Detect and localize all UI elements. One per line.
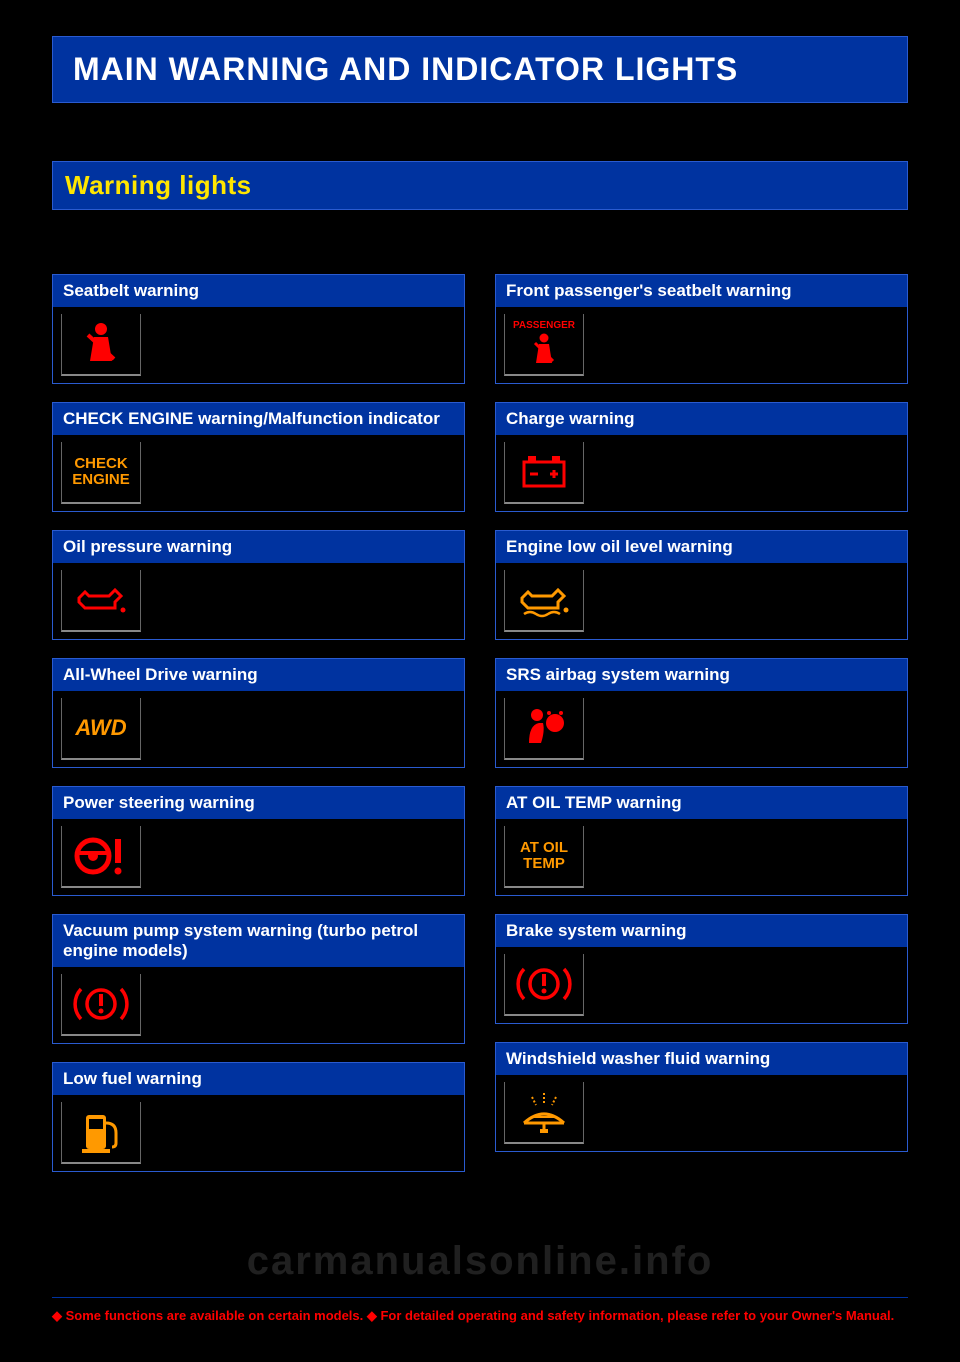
main-title-bar: MAIN WARNING AND INDICATOR LIGHTS: [52, 36, 908, 103]
fuel-icon: [61, 1102, 141, 1164]
card-body: AT OILTEMP: [496, 819, 907, 895]
power-steering-icon: [61, 826, 141, 888]
card-body: [496, 691, 907, 767]
check-engine-text: CHECKENGINE: [72, 456, 130, 488]
awd-text: AWD: [75, 716, 126, 739]
card-body: [53, 819, 464, 895]
card-vacuum-pump: Vacuum pump system warning (turbo petrol…: [52, 914, 465, 1044]
left-column: Seatbelt warning CHECK ENGINE warning/Ma…: [52, 274, 465, 1172]
card-check-engine: CHECK ENGINE warning/Malfunction indicat…: [52, 402, 465, 512]
card-header: SRS airbag system warning: [496, 659, 907, 691]
card-seatbelt: Seatbelt warning: [52, 274, 465, 384]
card-header: Low fuel warning: [53, 1063, 464, 1095]
brake-alert-icon: [504, 954, 584, 1016]
card-washer-fluid: Windshield washer fluid warning: [495, 1042, 908, 1152]
card-body: [496, 563, 907, 639]
card-power-steering: Power steering warning: [52, 786, 465, 896]
footer-rule: [52, 1297, 908, 1298]
card-header: CHECK ENGINE warning/Malfunction indicat…: [53, 403, 464, 435]
card-header: Windshield washer fluid warning: [496, 1043, 907, 1075]
card-oil-pressure: Oil pressure warning: [52, 530, 465, 640]
card-passenger-seatbelt: Front passenger's seatbelt warning PASSE…: [495, 274, 908, 384]
card-header: Charge warning: [496, 403, 907, 435]
card-body: [496, 435, 907, 511]
check-engine-icon: CHECKENGINE: [61, 442, 141, 504]
card-header: All-Wheel Drive warning: [53, 659, 464, 691]
battery-icon: [504, 442, 584, 504]
card-header: Power steering warning: [53, 787, 464, 819]
card-body: PASSENGER: [496, 307, 907, 383]
seatbelt-icon: [61, 314, 141, 376]
right-column: Front passenger's seatbelt warning PASSE…: [495, 274, 908, 1172]
card-header: Engine low oil level warning: [496, 531, 907, 563]
warning-columns: Seatbelt warning CHECK ENGINE warning/Ma…: [52, 274, 908, 1172]
card-awd: All-Wheel Drive warning AWD: [52, 658, 465, 768]
section-title-bar: Warning lights: [52, 161, 908, 210]
brake-alert-icon: [61, 974, 141, 1036]
card-body: [496, 947, 907, 1023]
card-body: [53, 967, 464, 1043]
footer-note: ◆ Some functions are available on certai…: [52, 1308, 908, 1324]
card-header: Vacuum pump system warning (turbo petrol…: [53, 915, 464, 967]
washer-icon: [504, 1082, 584, 1144]
card-body: [53, 1095, 464, 1171]
main-title: MAIN WARNING AND INDICATOR LIGHTS: [73, 51, 887, 88]
card-low-fuel: Low fuel warning: [52, 1062, 465, 1172]
card-header: Front passenger's seatbelt warning: [496, 275, 907, 307]
card-oil-level: Engine low oil level warning: [495, 530, 908, 640]
card-header: Seatbelt warning: [53, 275, 464, 307]
passenger-seatbelt-icon: PASSENGER: [504, 314, 584, 376]
oil-can-icon: [61, 570, 141, 632]
card-brake-system: Brake system warning: [495, 914, 908, 1024]
page-container: MAIN WARNING AND INDICATOR LIGHTS Warnin…: [0, 0, 960, 1172]
airbag-icon: [504, 698, 584, 760]
card-header: AT OIL TEMP warning: [496, 787, 907, 819]
watermark: carmanualsonline.info: [0, 1239, 960, 1284]
card-body: [53, 563, 464, 639]
card-header: Brake system warning: [496, 915, 907, 947]
card-body: [53, 307, 464, 383]
at-oil-temp-text: AT OILTEMP: [520, 840, 568, 872]
card-body: AWD: [53, 691, 464, 767]
at-oil-temp-icon: AT OILTEMP: [504, 826, 584, 888]
awd-icon: AWD: [61, 698, 141, 760]
card-body: [496, 1075, 907, 1151]
card-at-oil-temp: AT OIL TEMP warning AT OILTEMP: [495, 786, 908, 896]
passenger-label: PASSENGER: [513, 320, 575, 331]
card-charge: Charge warning: [495, 402, 908, 512]
oil-level-icon: [504, 570, 584, 632]
card-header: Oil pressure warning: [53, 531, 464, 563]
card-body: CHECKENGINE: [53, 435, 464, 511]
section-title: Warning lights: [65, 170, 895, 201]
card-airbag: SRS airbag system warning: [495, 658, 908, 768]
